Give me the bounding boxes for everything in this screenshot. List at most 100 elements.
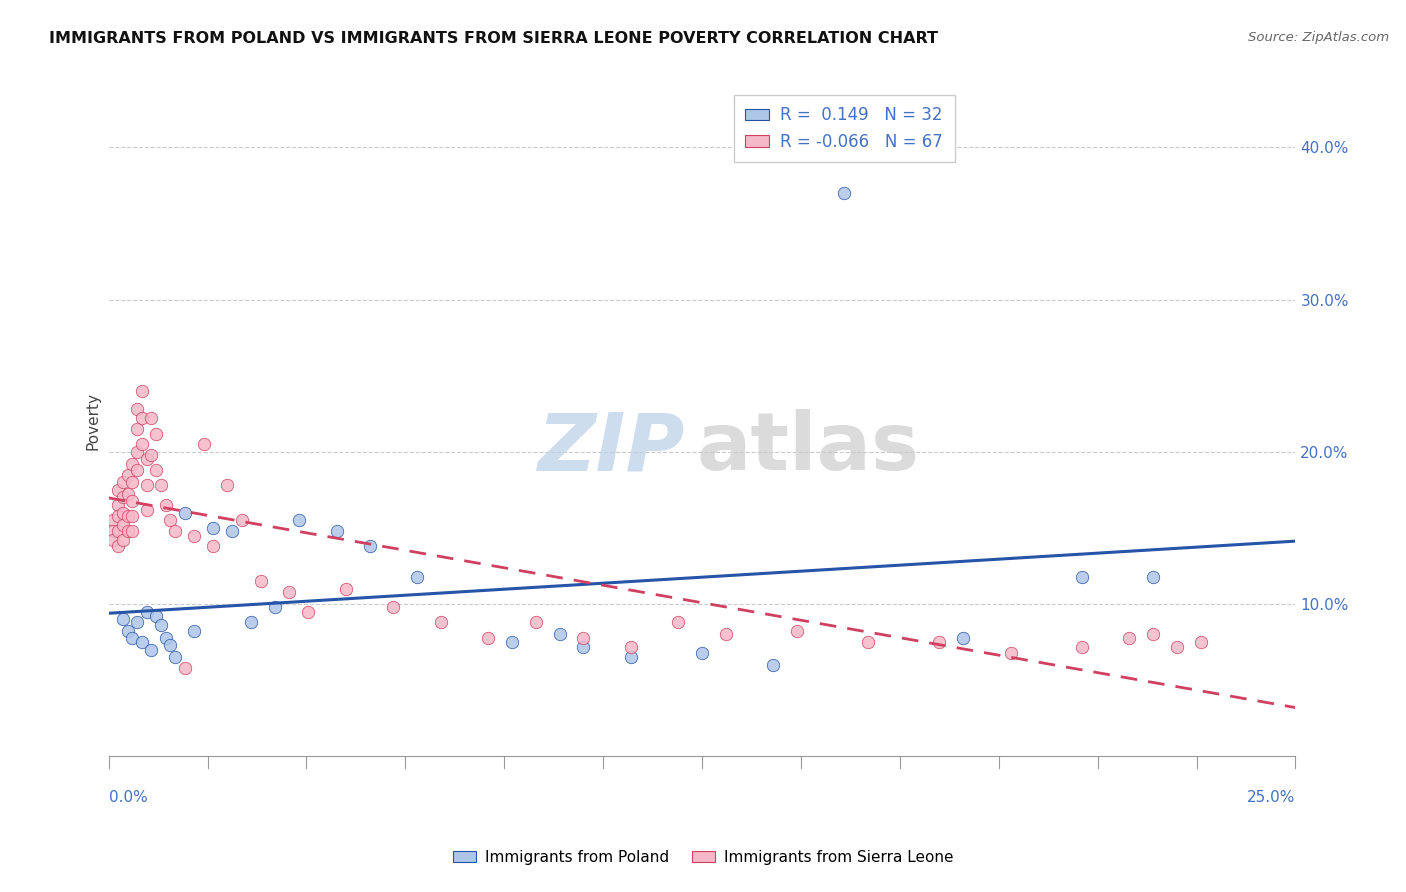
- Point: [135, 478, 157, 492]
- Point: [131, 437, 153, 451]
- Point: [249, 574, 271, 589]
- Text: ZIP: ZIP: [537, 409, 685, 487]
- Text: 25.0%: 25.0%: [1247, 789, 1295, 805]
- Point: [141, 448, 163, 462]
- Point: [145, 609, 167, 624]
- Point: [231, 513, 253, 527]
- Point: [145, 426, 167, 441]
- Point: [620, 640, 643, 654]
- Point: [524, 615, 547, 630]
- Point: [107, 498, 129, 512]
- Point: [121, 631, 143, 645]
- Point: [111, 517, 134, 532]
- Point: [131, 411, 153, 425]
- Point: [1000, 646, 1022, 660]
- Point: [173, 506, 195, 520]
- Point: [690, 646, 713, 660]
- Point: [620, 650, 643, 665]
- Point: [297, 605, 319, 619]
- Point: [131, 384, 153, 398]
- Point: [714, 627, 737, 641]
- Point: [107, 524, 129, 538]
- Point: [202, 521, 225, 535]
- Point: [1166, 640, 1188, 654]
- Point: [183, 624, 205, 639]
- Point: [1189, 635, 1212, 649]
- Point: [141, 642, 163, 657]
- Point: [928, 635, 950, 649]
- Point: [666, 615, 689, 630]
- Point: [131, 635, 153, 649]
- Point: [1142, 627, 1164, 641]
- Point: [103, 524, 125, 538]
- Point: [103, 533, 125, 547]
- Y-axis label: Poverty: Poverty: [86, 392, 100, 450]
- Point: [572, 640, 595, 654]
- Point: [159, 513, 181, 527]
- Point: [786, 624, 808, 639]
- Point: [335, 582, 357, 596]
- Point: [762, 657, 785, 672]
- Point: [217, 478, 239, 492]
- Point: [159, 638, 181, 652]
- Point: [121, 493, 143, 508]
- Point: [1070, 569, 1092, 583]
- Point: [121, 457, 143, 471]
- Point: [149, 618, 172, 632]
- Point: [111, 475, 134, 490]
- Point: [121, 508, 143, 523]
- Point: [548, 627, 571, 641]
- Point: [135, 452, 157, 467]
- Point: [117, 508, 139, 523]
- Point: [127, 422, 149, 436]
- Point: [382, 600, 405, 615]
- Legend: Immigrants from Poland, Immigrants from Sierra Leone: Immigrants from Poland, Immigrants from …: [447, 844, 959, 871]
- Point: [287, 513, 309, 527]
- Point: [155, 498, 177, 512]
- Point: [856, 635, 879, 649]
- Point: [572, 631, 595, 645]
- Point: [952, 631, 974, 645]
- Point: [165, 650, 187, 665]
- Text: 0.0%: 0.0%: [108, 789, 148, 805]
- Point: [111, 612, 134, 626]
- Text: atlas: atlas: [696, 409, 920, 487]
- Point: [1070, 640, 1092, 654]
- Point: [111, 506, 134, 520]
- Point: [117, 487, 139, 501]
- Point: [111, 491, 134, 505]
- Point: [501, 635, 523, 649]
- Point: [221, 524, 243, 538]
- Point: [141, 411, 163, 425]
- Point: [202, 539, 225, 553]
- Point: [477, 631, 499, 645]
- Point: [127, 615, 149, 630]
- Point: [135, 605, 157, 619]
- Point: [193, 437, 215, 451]
- Point: [263, 600, 285, 615]
- Point: [127, 444, 149, 458]
- Point: [149, 478, 172, 492]
- Text: Source: ZipAtlas.com: Source: ZipAtlas.com: [1249, 31, 1389, 45]
- Point: [406, 569, 429, 583]
- Point: [183, 528, 205, 542]
- Point: [359, 539, 381, 553]
- Point: [111, 533, 134, 547]
- Point: [155, 631, 177, 645]
- Point: [103, 513, 125, 527]
- Point: [117, 624, 139, 639]
- Point: [278, 585, 301, 599]
- Point: [135, 502, 157, 516]
- Point: [1118, 631, 1140, 645]
- Point: [325, 524, 347, 538]
- Point: [121, 475, 143, 490]
- Point: [107, 483, 129, 497]
- Text: IMMIGRANTS FROM POLAND VS IMMIGRANTS FROM SIERRA LEONE POVERTY CORRELATION CHART: IMMIGRANTS FROM POLAND VS IMMIGRANTS FRO…: [49, 31, 938, 46]
- Point: [240, 615, 263, 630]
- Point: [127, 402, 149, 417]
- Point: [834, 186, 856, 200]
- Point: [117, 524, 139, 538]
- Point: [145, 463, 167, 477]
- Point: [117, 467, 139, 482]
- Point: [127, 463, 149, 477]
